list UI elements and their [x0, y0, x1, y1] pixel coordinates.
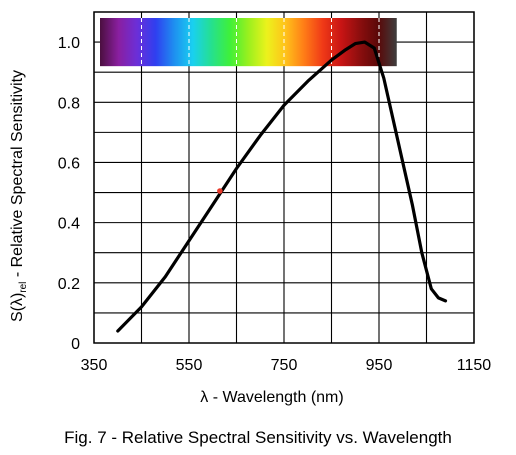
- y-tick-label: 0.6: [58, 155, 80, 172]
- y-tick-label: 0: [71, 336, 80, 353]
- y-axis-label-main: S(λ): [9, 293, 26, 322]
- figure-caption: Fig. 7 - Relative Spectral Sensitivity v…: [64, 428, 452, 447]
- spectrum-inset: [100, 18, 397, 67]
- y-axis-label-rest: - Relative Spectral Sensitivity: [9, 70, 26, 282]
- y-tick-label: 0.2: [58, 276, 80, 293]
- y-axis-ticks: 0 0.2 0.4 0.6 0.8 1.0: [58, 35, 80, 353]
- x-tick-label: 750: [271, 357, 298, 374]
- sensitivity-curve: [116, 40, 448, 333]
- y-tick-label: 0.8: [58, 95, 80, 112]
- highlight-point: [217, 188, 223, 194]
- y-tick-label: 0.4: [58, 216, 80, 233]
- grid: [93, 11, 475, 344]
- x-tick-label: 350: [81, 357, 108, 374]
- plot-frame: [93, 11, 475, 344]
- x-tick-label: 1150: [457, 357, 492, 374]
- x-axis-ticks: 350 550 750 950 1150: [81, 357, 492, 374]
- y-tick-label: 1.0: [58, 35, 80, 52]
- x-axis-label: λ - Wavelength (nm): [200, 389, 343, 406]
- x-tick-label: 550: [176, 357, 203, 374]
- y-axis-label-sub: rel: [18, 282, 29, 293]
- spectrum-bar: [100, 18, 397, 67]
- spectrum-grid-dashes: [141, 18, 380, 67]
- y-axis-label: S(λ)rel - Relative Spectral Sensitivity: [9, 70, 29, 322]
- x-tick-label: 950: [366, 357, 393, 374]
